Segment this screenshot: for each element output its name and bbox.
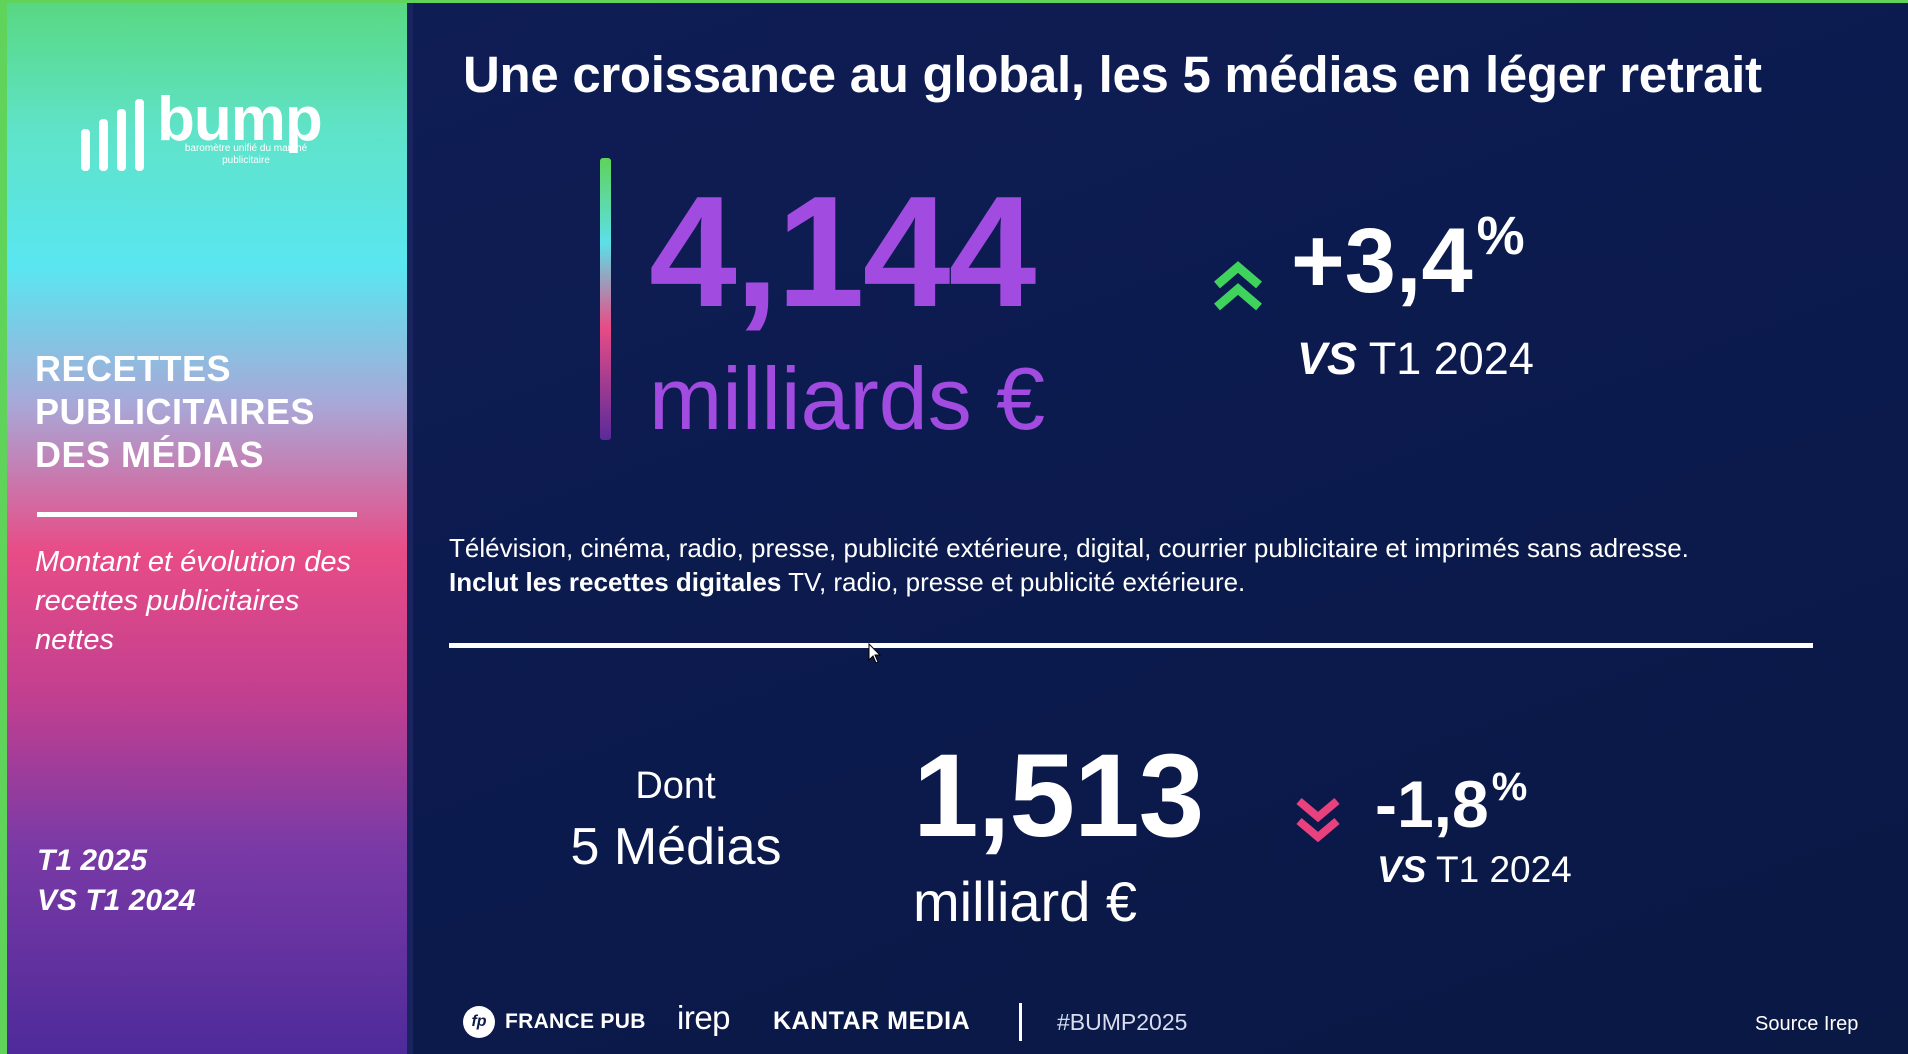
total-unit: milliards €	[649, 349, 1046, 448]
five-media-amount: 1,513	[913, 730, 1204, 862]
vs-label: VS	[1297, 333, 1358, 384]
five-media-comparison: VS T1 2024	[1377, 849, 1572, 891]
mouse-pointer-icon	[868, 643, 882, 664]
total-change-unit: %	[1476, 206, 1525, 266]
logo-wordmark: bump	[157, 85, 323, 154]
gradient-accent-bar	[600, 158, 611, 440]
logo-tagline: baromètre unifié du marché publicitaire	[184, 143, 308, 166]
sidebar-divider	[37, 512, 357, 517]
period-line: T1 2025	[37, 844, 148, 877]
sidebar-period: T1 2025 VS T1 2024	[37, 841, 337, 921]
main-panel: Une croissance au global, les 5 médias e…	[413, 3, 1908, 1054]
total-change-value: +3,4	[1291, 210, 1473, 312]
five-media-change: -1,8%	[1375, 767, 1527, 837]
description-line: Télévision, cinéma, radio, presse, publi…	[449, 533, 1689, 563]
page-title: Une croissance au global, les 5 médias e…	[463, 46, 1762, 103]
five-media-label: 5 Médias	[570, 818, 782, 876]
media-description: Télévision, cinéma, radio, presse, publi…	[449, 531, 1889, 599]
five-media-change-unit: %	[1491, 765, 1528, 809]
five-media-label-top: Dont	[635, 765, 716, 807]
kantar-media-logo: KANTAR MEDIA	[773, 1007, 971, 1035]
five-media-change-value: -1,8	[1375, 767, 1489, 841]
sidebar: bump baromètre unifié du marché publicit…	[7, 3, 413, 1054]
footer: fp FRANCE PUB irep KANTAR MEDIA #BUMP202…	[413, 993, 1908, 1043]
france-pub-logo: fp FRANCE PUB	[463, 1005, 646, 1039]
description-rest: TV, radio, presse et publicité extérieur…	[781, 567, 1246, 597]
description-bold: Inclut les recettes digitales	[449, 567, 782, 597]
period-line: VS T1 2024	[37, 884, 196, 917]
hashtag: #BUMP2025	[1057, 1009, 1188, 1035]
vs-label: VS	[1377, 849, 1427, 890]
vs-period: T1 2024	[1435, 849, 1572, 890]
double-chevron-up-icon	[1214, 261, 1262, 311]
france-pub-text: FRANCE PUB	[505, 1010, 646, 1033]
bump-bars-icon	[81, 99, 144, 171]
total-amount: 4,144	[649, 164, 1036, 340]
vs-period: T1 2024	[1368, 333, 1534, 384]
total-comparison: VS T1 2024	[1297, 333, 1534, 385]
sidebar-title-line: PUBLICITAIRES	[35, 391, 315, 432]
section-divider	[449, 643, 1813, 648]
footer-separator	[1019, 1003, 1022, 1041]
sidebar-title-line: RECETTES	[35, 348, 232, 389]
double-chevron-down-icon	[1296, 797, 1340, 843]
five-media-unit: milliard €	[913, 870, 1138, 933]
bump-logo: bump baromètre unifié du marché publicit…	[79, 89, 339, 179]
description-line: Inclut les recettes digitales TV, radio,…	[449, 565, 1889, 599]
sidebar-title: RECETTES PUBLICITAIRES DES MÉDIAS	[35, 347, 375, 476]
source-credit: Source Irep	[1755, 1013, 1859, 1035]
sidebar-title-line: DES MÉDIAS	[35, 434, 265, 475]
sidebar-subtitle: Montant et évolution des recettes public…	[35, 546, 351, 656]
france-pub-mark-icon: fp	[463, 1006, 495, 1038]
irep-logo: irep	[677, 999, 731, 1036]
total-change: +3,4%	[1291, 209, 1525, 307]
